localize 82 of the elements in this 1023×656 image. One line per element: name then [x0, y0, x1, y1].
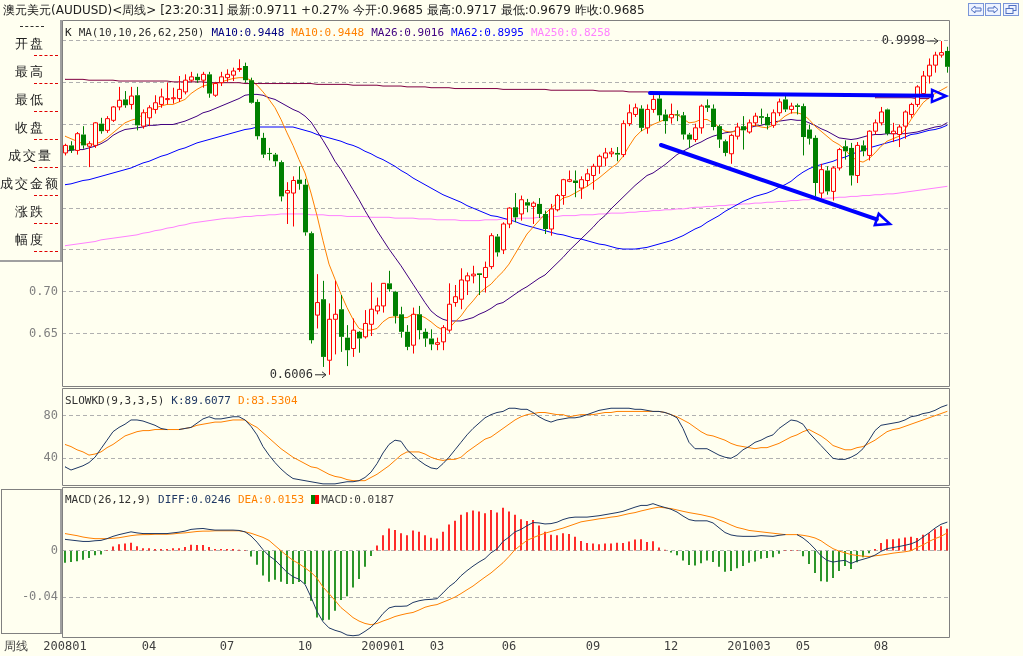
candlestick	[387, 270, 392, 293]
candlestick	[945, 46, 950, 74]
legend-title: SLOWKD(9,3,3,5)	[65, 394, 165, 407]
candlestick	[279, 159, 284, 202]
text: 开盘	[0, 30, 60, 58]
text: 最低	[0, 86, 60, 114]
text: 成交量	[0, 142, 60, 170]
candlestick	[423, 327, 428, 348]
candlestick	[417, 305, 422, 340]
candlestick	[495, 233, 500, 258]
candlestick	[861, 139, 866, 157]
text: 最高	[0, 58, 60, 86]
candlestick	[237, 58, 242, 73]
legend-title: MACD(26,12,9)	[65, 493, 152, 506]
x-tick-label: 12	[663, 638, 679, 653]
candlestick	[675, 109, 680, 122]
candlestick	[681, 111, 686, 141]
candlestick	[99, 117, 104, 135]
annotation: 0.6006	[269, 366, 313, 381]
candlestick	[69, 140, 74, 154]
x-axis-title: 周线	[4, 638, 28, 655]
candlestick	[705, 98, 710, 113]
candlestick	[273, 152, 278, 167]
x-tick-label: 200801	[43, 638, 87, 653]
y-tick-label: -0.04	[21, 589, 58, 604]
candlestick	[321, 280, 326, 368]
legend-label: MA10:0.9448	[211, 26, 285, 39]
x-tick-label: 06	[501, 638, 517, 653]
text: MA250:0.8258	[530, 26, 611, 39]
text: 收盘	[0, 114, 60, 142]
candlestick	[345, 324, 350, 367]
x-tick-label: 03	[429, 638, 445, 653]
text: DEA:0.0153	[237, 493, 305, 506]
y-tick-label: 0.65	[29, 325, 58, 340]
candlestick	[309, 231, 314, 345]
text: MA62:0.8995	[451, 26, 524, 39]
candlestick	[123, 90, 128, 109]
y-tick-label: 40	[43, 450, 58, 465]
legend-title: MA(10,10,26,62,250)	[78, 26, 205, 39]
candlestick	[315, 273, 320, 329]
text: MA26:0.9016	[371, 26, 445, 39]
candlestick	[81, 125, 86, 150]
candlestick	[525, 198, 530, 213]
candlestick	[405, 324, 410, 351]
candlestick	[615, 146, 620, 162]
y-tick-label: 0	[50, 542, 58, 557]
x-tick-label: 09	[585, 638, 601, 653]
annotation: K	[65, 26, 72, 39]
candlestick	[477, 273, 482, 296]
candlestick	[357, 331, 362, 354]
x-tick-label: 200901	[361, 638, 405, 653]
candlestick	[543, 210, 548, 235]
candlestick	[303, 178, 308, 237]
x-tick-label: 08	[873, 638, 889, 653]
x-tick-label: 05	[795, 638, 811, 653]
text: DIFF:0.0246	[158, 493, 231, 506]
y-tick-label: 80	[43, 407, 58, 422]
series-label: K:89.6077	[171, 394, 231, 407]
candlestick	[513, 192, 518, 223]
candlestick	[537, 197, 542, 219]
candlestick	[741, 115, 746, 151]
candlestick	[783, 95, 788, 113]
series-label: D:83.5304	[237, 394, 298, 407]
candlestick	[639, 104, 644, 132]
candlestick	[339, 294, 344, 353]
y-tick-label: 0.70	[29, 283, 58, 298]
candlestick	[135, 86, 140, 131]
chart-title: 澳元美元(AUDUSD)<周线> [23:20:31] 最新:0.9711 +0.27% 今开:0.9685 最高:0.9717 最低:0.9679 昨收:0.9685	[3, 2, 645, 19]
text: 成交金额	[0, 170, 60, 198]
text: 幅度	[0, 226, 60, 254]
candlestick	[297, 165, 302, 191]
annotation: 0.9998	[881, 33, 925, 48]
x-tick-label: 04	[141, 638, 157, 653]
candlestick	[243, 62, 248, 84]
text: 涨跌	[0, 198, 60, 226]
x-tick-label: 201003	[727, 638, 771, 653]
x-tick-label: 07	[219, 638, 235, 653]
text: MA10:0.9448	[291, 26, 365, 39]
candlestick	[825, 165, 830, 196]
legend-label: MACD:0.0187	[321, 493, 395, 506]
candlestick	[687, 132, 692, 149]
x-tick-label: 10	[297, 638, 313, 653]
